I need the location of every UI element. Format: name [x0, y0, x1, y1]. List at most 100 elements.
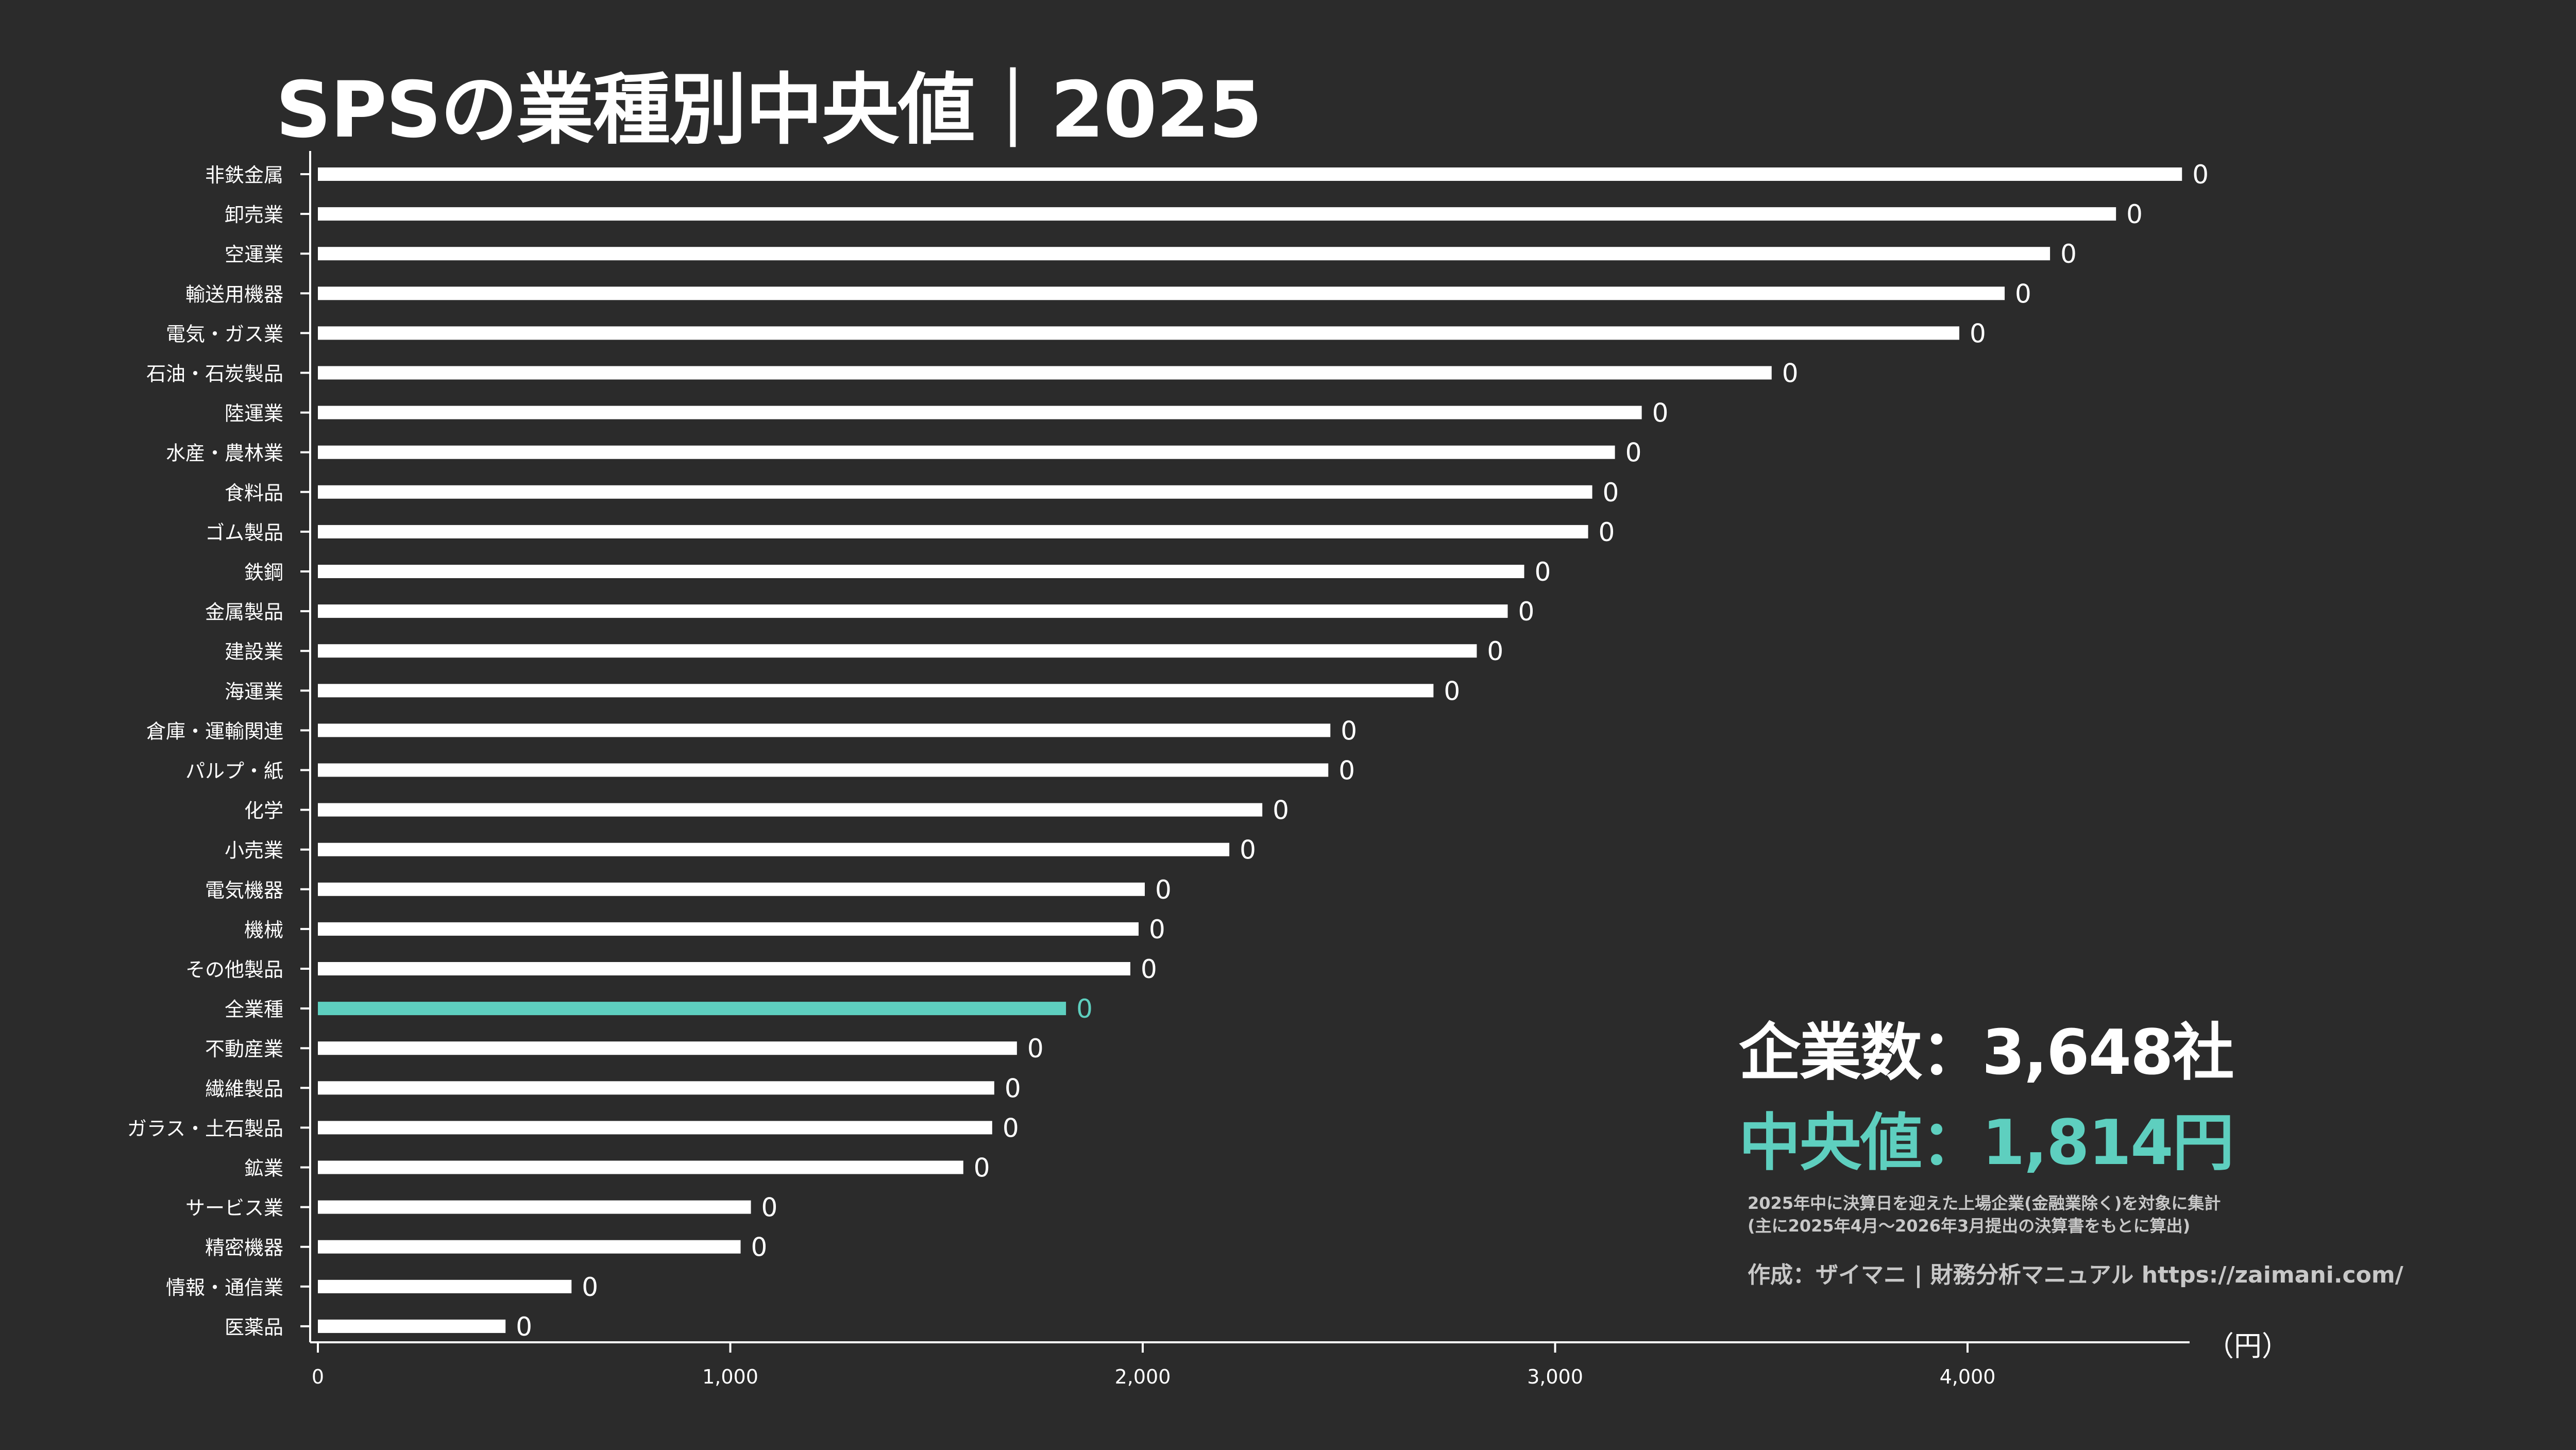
median-value: 中央値：1,814円: [1739, 1107, 2234, 1179]
category-label: 石油・石炭製品: [146, 363, 283, 385]
x-tick-label: 2,000: [1115, 1365, 1171, 1388]
bar: [318, 326, 1959, 340]
bar: [318, 1279, 572, 1293]
category-label: 倉庫・運輸関連: [146, 720, 283, 743]
category-label: 鉄鋼: [244, 561, 283, 584]
value-label: 0: [1027, 1034, 1044, 1064]
category-label: 建設業: [225, 640, 283, 663]
value-label: 0: [1005, 1073, 1021, 1103]
bar: [318, 207, 2116, 221]
bar: [318, 962, 1130, 975]
x-tick-label: 4,000: [1940, 1365, 1996, 1388]
category-label: ガラス・土石製品: [127, 1117, 283, 1140]
bar: [318, 1240, 741, 1254]
bar: [318, 922, 1139, 936]
bar: [318, 1121, 992, 1135]
x-tick-label: 3,000: [1527, 1365, 1583, 1388]
value-label: 0: [974, 1153, 990, 1183]
bar: [318, 1041, 1017, 1055]
credit-line: 作成：ザイマニ | 財務分析マニュアル https://zaimani.com/: [1748, 1262, 2403, 1288]
value-label: 0: [1625, 438, 1642, 468]
category-label: 機械: [244, 919, 283, 941]
category-label: 卸売業: [225, 204, 283, 226]
bar: [318, 1081, 994, 1095]
category-label: サービス業: [185, 1197, 283, 1220]
value-label: 0: [1534, 557, 1551, 587]
category-label: 全業種: [225, 998, 283, 1021]
value-label: 0: [1076, 994, 1093, 1024]
category-label: 食料品: [225, 482, 283, 504]
value-label: 0: [2060, 239, 2077, 269]
value-label: 0: [2015, 279, 2031, 309]
bars-layer: 非鉄金属 0 卸売業 0 空運業 0 輸送用機器 0 電気・ガス業 0 石油・石炭製品 0 陸運業 0 水産…: [127, 160, 2209, 1342]
value-label: 0: [751, 1233, 768, 1262]
bar: [318, 406, 1642, 419]
value-label: 0: [2126, 199, 2143, 229]
value-label: 0: [582, 1272, 598, 1302]
note-basis: (主に2025年4月〜2026年3月提出の決算書をもとに算出): [1748, 1216, 2191, 1236]
value-label: 0: [1149, 915, 1165, 945]
bar: [318, 1200, 751, 1214]
category-label: 水産・農林業: [166, 442, 283, 465]
value-label: 0: [1273, 796, 1289, 825]
value-label: 0: [1518, 597, 1534, 627]
category-label: 陸運業: [225, 402, 283, 425]
bar: [318, 286, 2005, 300]
category-label: 電気・ガス業: [166, 323, 283, 345]
category-label: 海運業: [225, 680, 283, 703]
bar: [318, 763, 1329, 777]
bar: [318, 565, 1524, 578]
bar: [318, 445, 1615, 459]
category-label: 空運業: [225, 243, 283, 266]
value-label: 0: [1141, 954, 1157, 984]
value-label: 0: [516, 1312, 532, 1342]
bar: [318, 525, 1588, 538]
value-label: 0: [1338, 756, 1355, 786]
bar: [318, 882, 1145, 896]
highlight-bar: [318, 1002, 1066, 1016]
value-label: 0: [1155, 875, 1172, 905]
value-label: 0: [1487, 636, 1503, 666]
bar: [318, 366, 1772, 380]
bar: [318, 1160, 963, 1174]
value-label: 0: [1341, 716, 1357, 746]
x-tick-label: 0: [312, 1365, 324, 1388]
bar: [318, 1319, 506, 1333]
value-label: 0: [1003, 1113, 1019, 1143]
bar: [318, 247, 2050, 261]
value-label: 0: [761, 1193, 778, 1223]
category-label: 電気機器: [205, 879, 283, 902]
category-label: 鉱業: [244, 1157, 283, 1180]
category-label: ゴム製品: [205, 521, 283, 544]
value-label: 0: [1652, 398, 1669, 428]
x-tick-label: 1,000: [702, 1365, 758, 1388]
value-label: 0: [1782, 359, 1799, 389]
value-label: 0: [1240, 835, 1256, 865]
axis-layer: 0 1,000 2,000 3,000 4,000: [309, 151, 2190, 1388]
bar: [318, 167, 2182, 181]
bar: [318, 684, 1434, 698]
category-label: 非鉄金属: [205, 164, 283, 187]
bar: [318, 723, 1331, 737]
x-axis-unit-label: （円）: [2206, 1330, 2290, 1362]
category-label: パルプ・紙: [185, 760, 283, 783]
category-label: 金属製品: [205, 601, 283, 623]
company-count: 企業数：3,648社: [1739, 1017, 2234, 1089]
category-label: 輸送用機器: [185, 283, 283, 306]
note-scope: 2025年中に決算日を迎えた上場企業(金融業除く)を対象に集計: [1748, 1193, 2221, 1213]
value-label: 0: [1970, 318, 1986, 348]
value-label: 0: [1599, 517, 1615, 547]
category-label: 情報・通信業: [166, 1276, 283, 1299]
category-label: 化学: [244, 800, 283, 822]
value-label: 0: [1603, 478, 1619, 508]
value-label: 0: [2192, 160, 2209, 190]
category-label: 精密機器: [205, 1237, 283, 1259]
value-label: 0: [1444, 676, 1460, 706]
category-label: 小売業: [225, 839, 283, 862]
chart-title: SPSの業種別中央値｜2025: [276, 65, 1262, 155]
category-label: その他製品: [185, 958, 283, 981]
bar: [318, 803, 1263, 817]
bar: [318, 644, 1477, 658]
